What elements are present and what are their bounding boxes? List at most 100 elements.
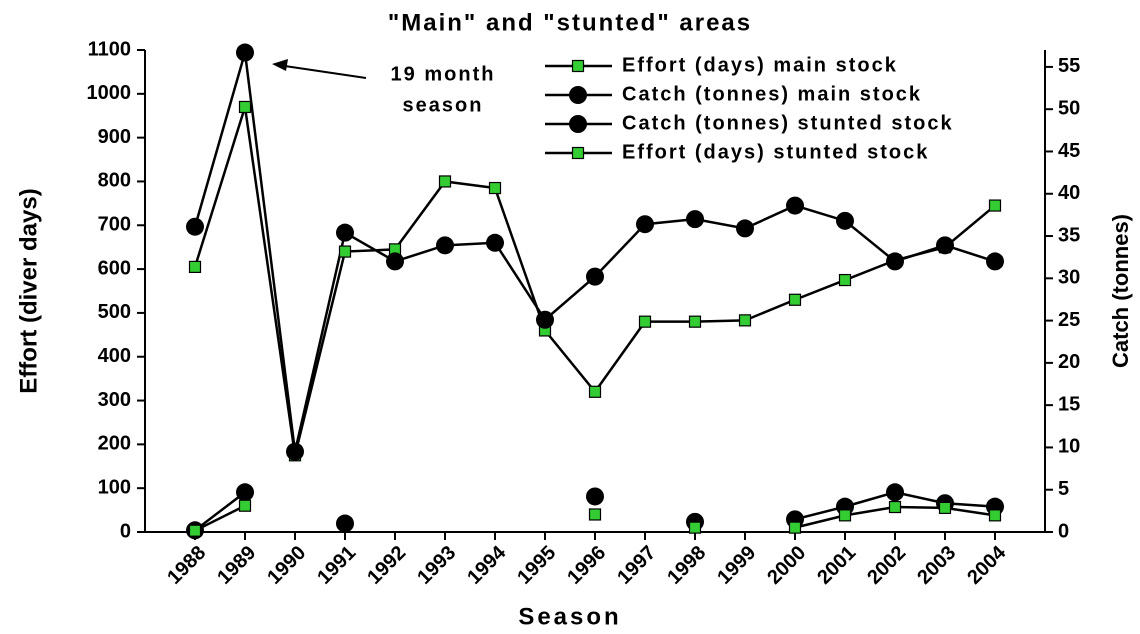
y-tick-label: 700 [98,214,131,236]
annotation-arrowhead [272,59,288,71]
x-tick-label: 1991 [313,542,360,589]
point [536,310,554,329]
x-tick-label: 1999 [713,542,760,589]
point [838,509,852,522]
x-tick-label: 1997 [613,542,660,589]
x-tick-label: 2002 [863,542,910,589]
x-tick-label: 2000 [763,542,810,589]
x-tick-label: 1990 [263,542,310,589]
point [588,385,602,398]
point [836,211,854,230]
y-tick-label: 900 [98,126,131,148]
y2-tick-label: 10 [1058,436,1080,458]
point [488,181,502,195]
point [988,509,1002,522]
legend-label: Catch (tonnes) main stock [622,83,922,105]
point [788,521,802,534]
x-tick-label: 1993 [413,542,460,589]
y-tick-label: 1100 [88,38,131,60]
point [638,315,652,328]
y-tick-label: 600 [98,257,131,279]
y2-tick-label: 20 [1058,351,1080,373]
point [238,499,252,512]
x-tick-label: 1998 [663,542,710,589]
x-tick-label: 1988 [163,542,210,589]
point [188,260,202,273]
point [838,273,852,287]
chart-title: "Main" and "stunted" areas [388,9,752,36]
legend-label: Effort (days) stunted stock [622,141,929,163]
point [986,252,1004,271]
point [588,508,602,521]
y-tick-label: 300 [98,389,131,411]
y2-tick-label: 5 [1058,478,1069,500]
point [738,314,752,327]
point [886,483,904,502]
y2-tick-label: 50 [1058,97,1080,119]
y-tick-label: 1000 [87,82,132,104]
y2-tick-label: 45 [1058,140,1080,162]
y2-tick-label: 25 [1058,309,1080,331]
y-tick-label: 400 [98,345,131,367]
point [286,442,304,461]
y-tick-label: 100 [98,476,131,498]
point [336,514,354,533]
point [786,196,804,215]
x-axis-label: Season [518,603,621,630]
point [938,501,952,514]
point [186,217,204,236]
legend-marker [571,146,585,160]
point [886,252,904,271]
legend-marker [569,115,587,133]
point [936,236,954,255]
x-tick-label: 2004 [963,541,1011,589]
point [888,500,902,514]
annotation: 19 month [391,63,496,85]
annotation: season [403,94,484,116]
annotation-arrow [277,64,367,79]
x-tick-label: 1996 [563,542,610,589]
point [486,233,504,252]
point [238,100,252,114]
y2-axis-label: Catch (tonnes) [1108,214,1133,368]
y2-tick-label: 40 [1058,182,1080,204]
point [636,215,654,234]
point [386,252,404,271]
point [586,267,604,286]
y2-tick-label: 15 [1058,393,1080,415]
x-tick-label: 1992 [363,542,410,589]
point [436,236,454,255]
point [686,210,704,229]
legend-marker [569,86,587,104]
point [236,483,254,502]
x-tick-label: 2001 [813,542,860,589]
point [338,245,352,258]
x-tick-label: 1989 [213,542,260,589]
x-tick-label: 2003 [913,542,960,589]
point [586,487,604,506]
y2-tick-label: 35 [1058,224,1080,246]
x-tick-label: 1994 [463,541,511,589]
point [236,43,254,62]
legend-marker [571,59,585,73]
y-tick-label: 200 [98,433,131,455]
y-tick-label: 0 [120,520,131,542]
legend-label: Effort (days) main stock [622,54,898,76]
y2-tick-label: 0 [1058,520,1069,542]
y2-tick-label: 55 [1058,55,1080,77]
point [438,175,452,188]
x-tick-label: 1995 [513,542,560,589]
point [788,293,802,306]
point [336,223,354,242]
y-axis-label: Effort (diver days) [15,188,42,393]
point [688,315,702,328]
point [736,219,754,238]
point [988,199,1002,212]
point [688,521,702,534]
point [188,524,202,537]
y2-tick-label: 30 [1058,267,1080,289]
y-tick-label: 800 [98,170,131,192]
legend-label: Catch (tonnes) stunted stock [622,112,954,134]
y-tick-label: 500 [98,301,131,323]
